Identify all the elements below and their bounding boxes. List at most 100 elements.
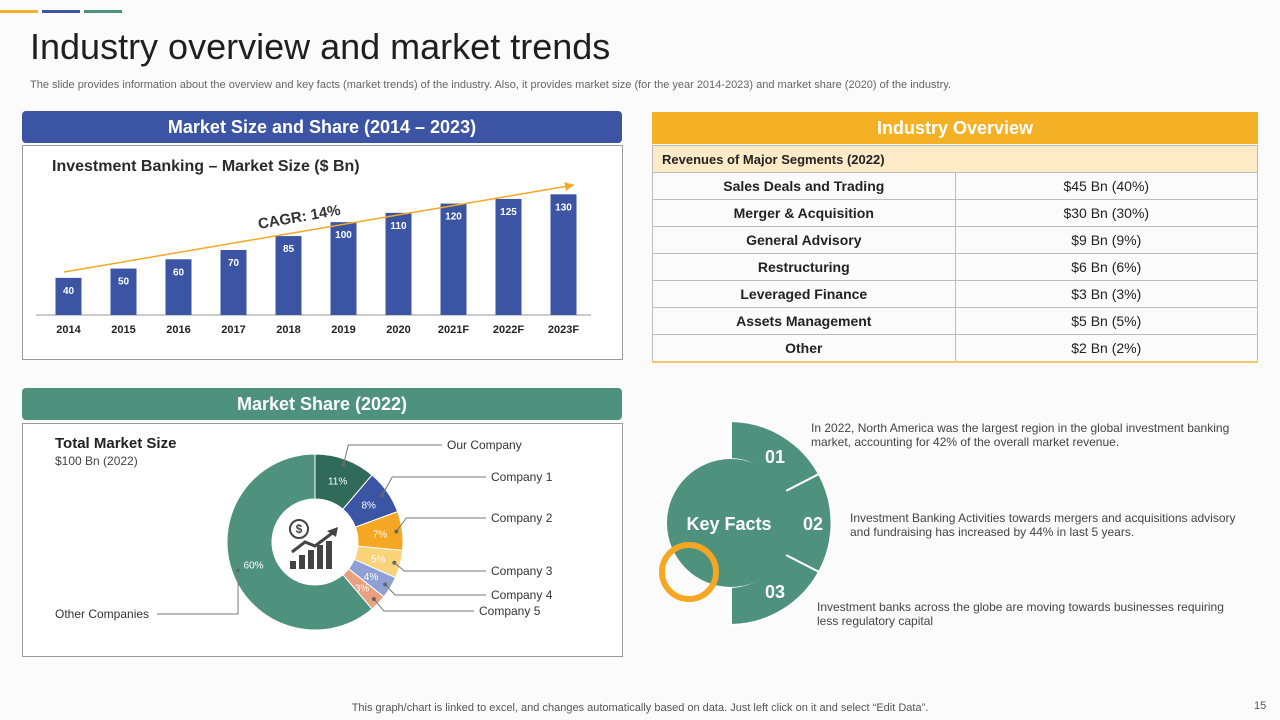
bar-value-label: 60 (173, 267, 185, 278)
bar-value-label: 125 (500, 207, 517, 218)
value-cell: $3 Bn (3%) (954, 280, 1259, 308)
value-cell: $30 Bn (30%) (954, 199, 1259, 227)
cagr-trend-arrow (63, 182, 575, 273)
legend-label: Other Companies (55, 607, 149, 621)
segment-cell: General Advisory (652, 226, 956, 254)
leader-line (381, 476, 486, 496)
slice-value-label: 4% (364, 572, 379, 583)
bar (55, 277, 82, 315)
table-row: Leveraged Finance $3 Bn (3%) (652, 280, 1259, 308)
bar (330, 222, 357, 315)
legend-label: Company 2 (491, 511, 553, 525)
bar (495, 198, 522, 315)
leader-line (395, 517, 486, 532)
bar-value-label: 40 (63, 286, 75, 297)
accent-bar-yellow (0, 10, 38, 13)
bar-value-label: 130 (555, 202, 572, 213)
legend-label: Company 1 (491, 470, 553, 484)
value-cell: $45 Bn (40%) (954, 172, 1259, 200)
page-subtitle: The slide provides information about the… (30, 79, 951, 91)
table-header-row: Revenues of Major Segments (2022) (652, 145, 1258, 173)
x-tick-label: 2022F (493, 324, 524, 336)
key-facts-graphic: Key Facts 01 02 03 (659, 419, 833, 627)
key-facts-center-circle (667, 459, 795, 587)
accent-bars (0, 10, 130, 13)
segment-cell: Restructuring (652, 253, 956, 281)
value-cell: $6 Bn (6%) (954, 253, 1259, 281)
industry-overview-table: Revenues of Major Segments (2022) Sales … (652, 145, 1259, 363)
donut-slice (226, 453, 373, 631)
slice-value-label: 11% (328, 477, 347, 488)
key-fact-number-03: 03 (765, 582, 785, 602)
market-size-box (22, 145, 623, 360)
bar (440, 203, 467, 315)
key-fact-text-01: In 2022, North America was the largest r… (811, 421, 1230, 449)
table-row: General Advisory $9 Bn (9%) (652, 226, 1259, 254)
table-row: Assets Management $5 Bn (5%) (652, 307, 1259, 335)
leader-dot (371, 597, 376, 602)
bar-value-label: 100 (335, 230, 352, 241)
table-row: Sales Deals and Trading $45 Bn (40%) (652, 172, 1259, 200)
leader-line (394, 562, 486, 572)
market-size-bar-chart: 40 2014 50 2015 60 2016 70 2017 85 2018 100 2019 110… (36, 182, 591, 336)
leader-dot (236, 568, 241, 573)
leader-dot (383, 582, 388, 587)
leader-line (157, 570, 239, 615)
bar (110, 268, 137, 315)
legend-label: Company 5 (479, 604, 541, 618)
x-tick-label: 2019 (331, 324, 355, 336)
slice-value-label: 8% (361, 501, 376, 512)
x-tick-label: 2020 (386, 324, 410, 336)
accent-bar-blue (42, 10, 80, 13)
key-facts-ring-accent (659, 542, 719, 602)
page-number: 15 (1254, 700, 1267, 712)
bar (165, 259, 192, 315)
leader-dot (380, 493, 385, 498)
bar-value-label: 85 (283, 244, 295, 255)
footer-note: This graph/chart is linked to excel, and… (351, 702, 929, 714)
legend-label: Our Company (447, 438, 522, 452)
bar-value-label: 50 (118, 277, 130, 288)
bar (550, 194, 577, 315)
table-row: Merger & Acquisition $30 Bn (30%) (652, 199, 1259, 227)
key-fact-number-02: 02 (803, 514, 823, 534)
slice-value-label: 7% (373, 530, 388, 541)
segment-cell: Merger & Acquisition (652, 199, 956, 227)
bar-value-label: 120 (445, 212, 462, 223)
bar (385, 212, 412, 315)
industry-overview-banner: Industry Overview (652, 112, 1258, 144)
slice-value-label: 60% (244, 561, 264, 572)
segment-cell: Other (652, 334, 956, 363)
leader-dot (392, 560, 397, 565)
slice-value-label: 5% (371, 555, 386, 566)
leader-line (384, 584, 486, 596)
key-fact-text-03: Investment banks across the globe are mo… (817, 600, 1224, 628)
legend-label: Company 4 (491, 588, 553, 602)
market-share-donut-chart: 11% 8% 7% 5% 4%3% 60% Our Company Company 1 Comp… (55, 438, 553, 631)
x-tick-label: 2021F (438, 324, 469, 336)
slice-value-label: 3% (355, 584, 370, 595)
value-cell: $2 Bn (2%) (954, 334, 1259, 363)
svg-text:$: $ (296, 522, 303, 536)
total-market-size-label: Total Market Size (55, 435, 177, 452)
x-tick-label: 2017 (221, 324, 245, 336)
legend-label: Company 3 (491, 564, 553, 578)
segment-cell: Sales Deals and Trading (652, 172, 956, 200)
key-facts-label: Key Facts (686, 514, 771, 534)
bar-value-label: 70 (228, 258, 240, 269)
leader-line (342, 444, 442, 466)
table-row: Restructuring $6 Bn (6%) (652, 253, 1259, 281)
total-market-size-value: $100 Bn (2022) (55, 454, 138, 468)
market-size-banner: Market Size and Share (2014 – 2023) (22, 111, 622, 143)
value-cell: $9 Bn (9%) (954, 226, 1259, 254)
table-row: Other $2 Bn (2%) (652, 334, 1259, 363)
key-fact-number-01: 01 (765, 447, 785, 467)
market-share-banner: Market Share (2022) (22, 388, 622, 420)
value-cell: $5 Bn (5%) (954, 307, 1259, 335)
segment-cell: Leveraged Finance (652, 280, 956, 308)
segment-cell: Assets Management (652, 307, 956, 335)
x-tick-label: 2018 (276, 324, 300, 336)
bar-chart-title: Investment Banking – Market Size ($ Bn) (52, 158, 360, 175)
cagr-label: CAGR: 14% (257, 202, 342, 233)
leader-dot (341, 463, 346, 468)
